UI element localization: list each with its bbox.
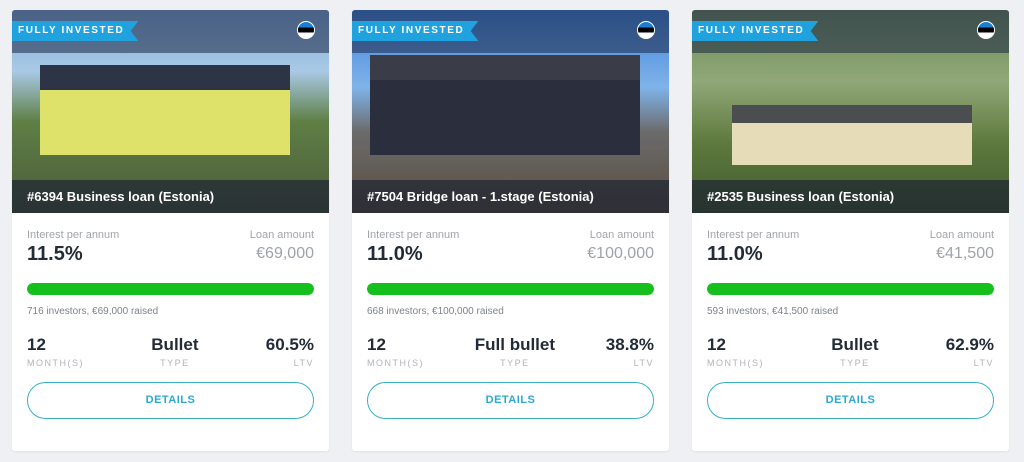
type-value: Full bullet [474, 335, 556, 354]
type-value: Bullet [151, 335, 199, 354]
loan-card[interactable]: FULLY INVESTED #7504 Bridge loan - 1.sta… [352, 10, 669, 451]
loan-amount-label: Loan amount [249, 229, 314, 241]
estonia-flag-icon [637, 21, 655, 39]
progress-fill [27, 283, 314, 295]
interest-value: 11.5% [27, 243, 83, 265]
loan-title[interactable]: #2535 Business loan (Estonia) [692, 180, 1009, 213]
estonia-flag-icon [297, 21, 315, 39]
loan-card[interactable]: FULLY INVESTED #2535 Business loan (Esto… [692, 10, 1009, 451]
details-button[interactable]: DETAILS [367, 382, 654, 419]
investors-summary: 668 investors, €100,000 raised [367, 306, 504, 317]
loan-title[interactable]: #7504 Bridge loan - 1.stage (Estonia) [352, 180, 669, 213]
interest-label: Interest per annum [27, 229, 120, 241]
estonia-flag-icon [977, 21, 995, 39]
property-photo[interactable]: FULLY INVESTED #7504 Bridge loan - 1.sta… [352, 10, 669, 213]
loan-amount-label: Loan amount [589, 229, 654, 241]
house-shape [40, 65, 290, 155]
progress-fill [367, 283, 654, 295]
term-label: MONTH(S) [367, 358, 424, 368]
interest-value: 11.0% [707, 243, 763, 265]
house-shape [370, 55, 640, 155]
details-button[interactable]: DETAILS [27, 382, 314, 419]
fully-invested-badge: FULLY INVESTED [692, 21, 819, 41]
house-shape [732, 105, 972, 165]
term-value: 12 [367, 335, 386, 354]
ltv-value: 38.8% [605, 335, 654, 354]
ltv-label: LTV [633, 358, 654, 368]
funding-progress-bar [27, 283, 314, 295]
property-photo[interactable]: FULLY INVESTED #6394 Business loan (Esto… [12, 10, 329, 213]
type-label: TYPE [500, 358, 530, 368]
ltv-value: 62.9% [945, 335, 994, 354]
interest-value: 11.0% [367, 243, 423, 265]
loan-amount-value: €100,000 [587, 245, 654, 262]
funding-progress-bar [707, 283, 994, 295]
fully-invested-badge: FULLY INVESTED [352, 21, 479, 41]
investors-summary: 593 investors, €41,500 raised [707, 306, 839, 317]
term-label: MONTH(S) [27, 358, 84, 368]
interest-label: Interest per annum [367, 229, 460, 241]
details-button[interactable]: DETAILS [707, 382, 994, 419]
term-label: MONTH(S) [707, 358, 764, 368]
funding-progress-bar [367, 283, 654, 295]
fully-invested-badge: FULLY INVESTED [12, 21, 139, 41]
loan-title[interactable]: #6394 Business loan (Estonia) [12, 180, 329, 213]
investors-summary: 716 investors, €69,000 raised [27, 306, 159, 317]
term-value: 12 [707, 335, 726, 354]
ltv-value: 60.5% [265, 335, 314, 354]
type-label: TYPE [840, 358, 870, 368]
property-photo[interactable]: FULLY INVESTED #2535 Business loan (Esto… [692, 10, 1009, 213]
type-label: TYPE [160, 358, 190, 368]
ltv-label: LTV [973, 358, 994, 368]
type-value: Bullet [831, 335, 879, 354]
loan-amount-value: €69,000 [256, 245, 314, 262]
loan-amount-label: Loan amount [929, 229, 994, 241]
interest-label: Interest per annum [707, 229, 800, 241]
progress-fill [707, 283, 994, 295]
loan-card[interactable]: FULLY INVESTED #6394 Business loan (Esto… [12, 10, 329, 451]
loan-amount-value: €41,500 [936, 245, 994, 262]
ltv-label: LTV [293, 358, 314, 368]
term-value: 12 [27, 335, 46, 354]
